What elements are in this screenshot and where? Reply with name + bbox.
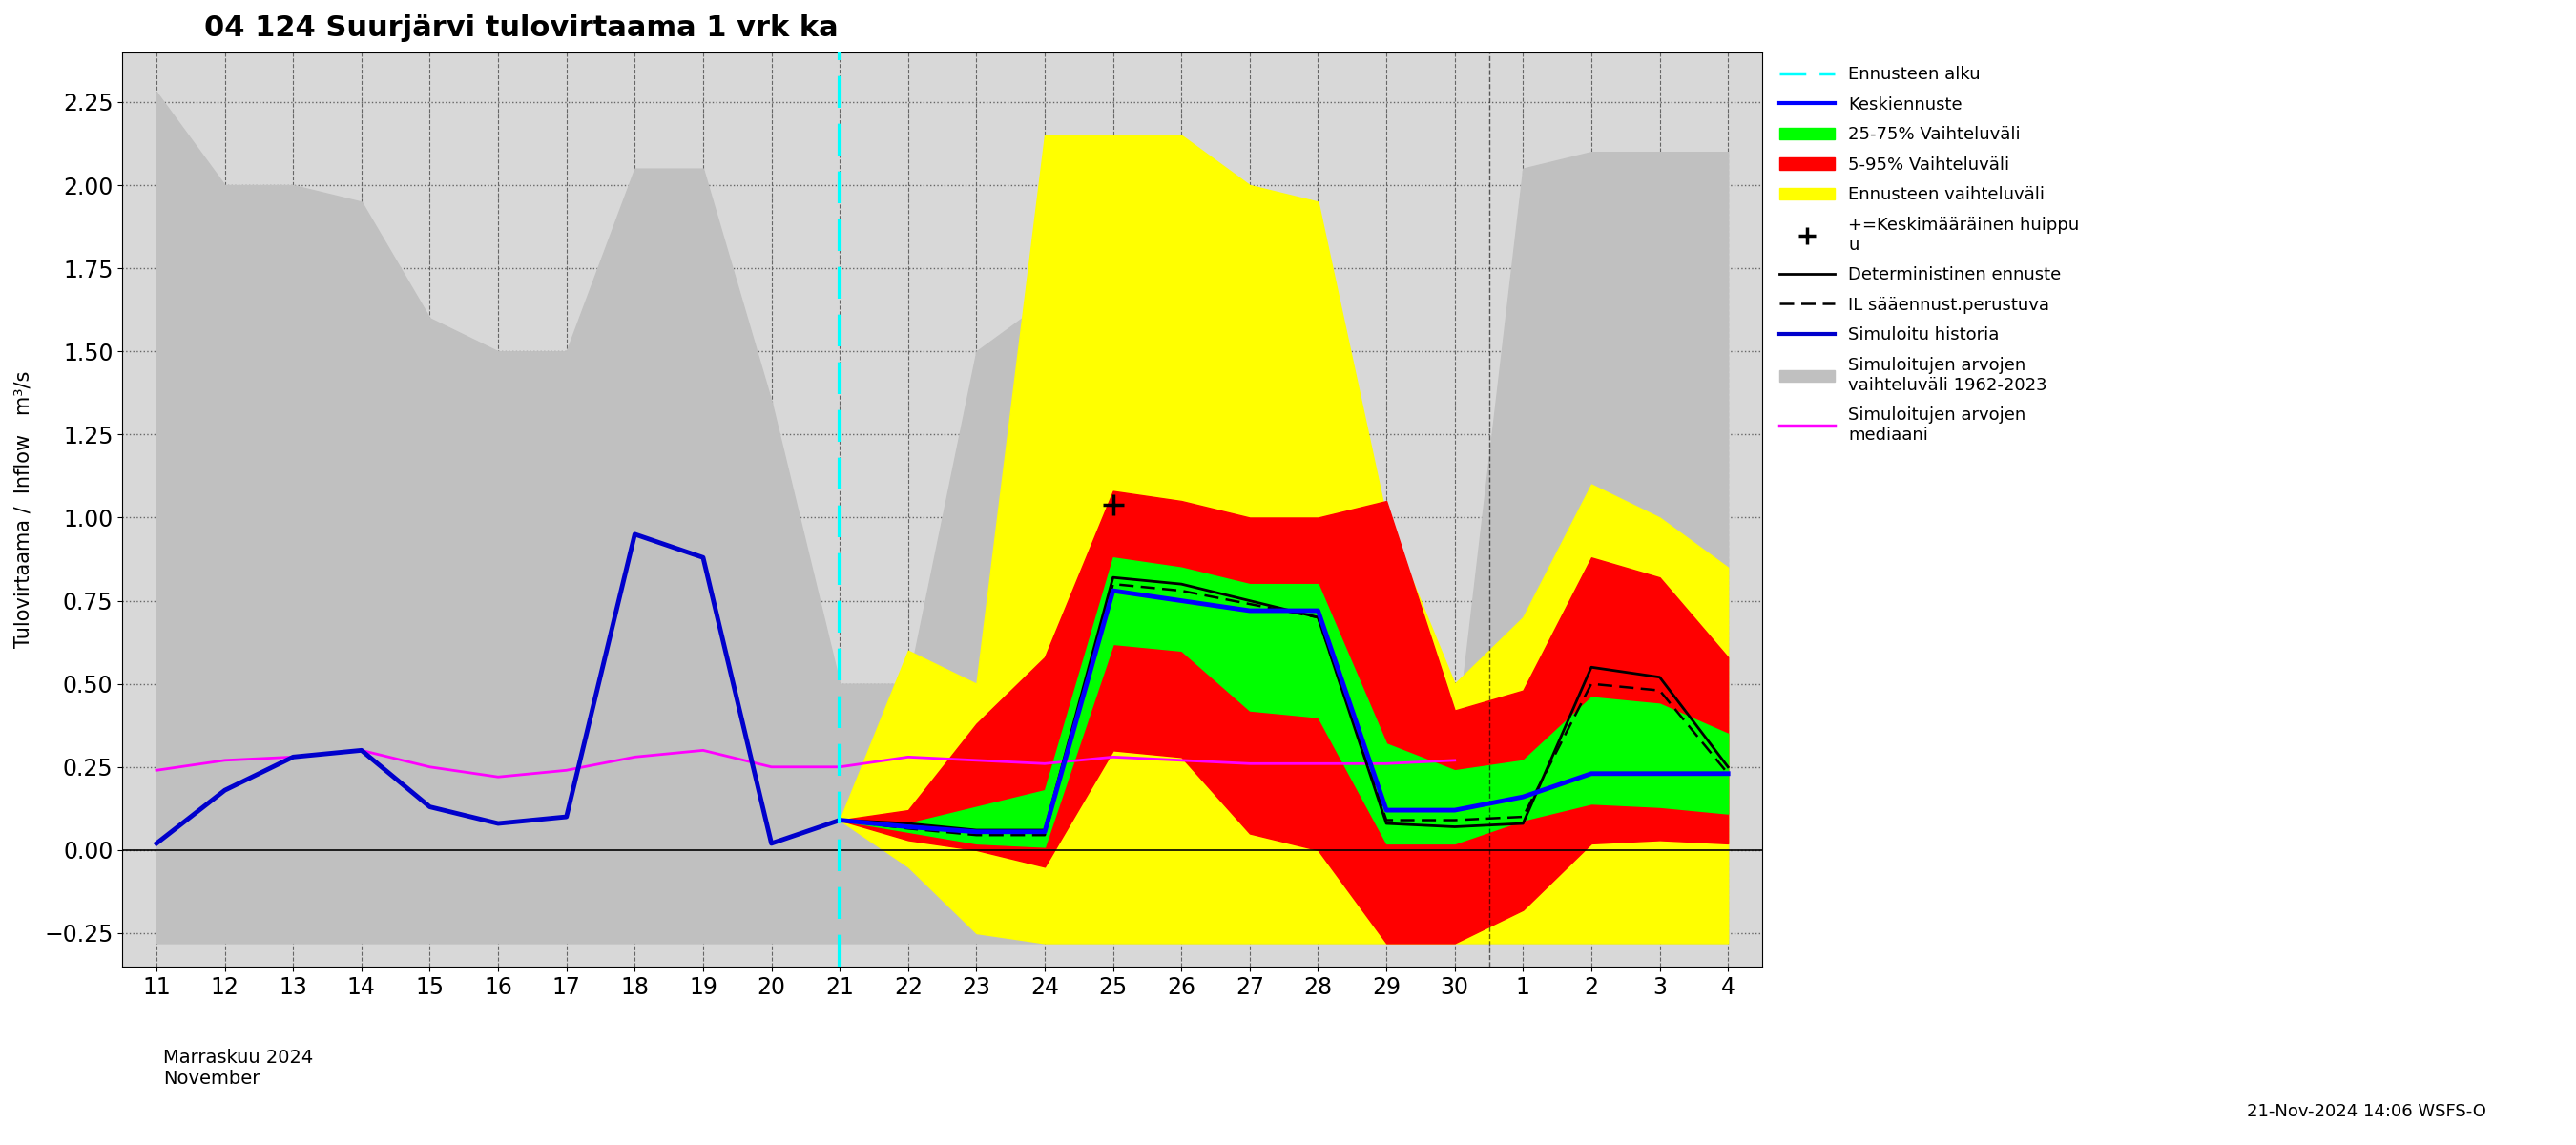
Text: 21-Nov-2024 14:06 WSFS-O: 21-Nov-2024 14:06 WSFS-O bbox=[2246, 1103, 2486, 1120]
Y-axis label: Tulovirtaama /  Inflow   m³/s: Tulovirtaama / Inflow m³/s bbox=[15, 371, 33, 648]
Text: 04 124 Suurjärvi tulovirtaama 1 vrk ka: 04 124 Suurjärvi tulovirtaama 1 vrk ka bbox=[204, 14, 837, 42]
Text: Marraskuu 2024
November: Marraskuu 2024 November bbox=[162, 1049, 314, 1088]
Legend: Ennusteen alku, Keskiennuste, 25-75% Vaihteluväli, 5-95% Vaihteluväli, Ennusteen: Ennusteen alku, Keskiennuste, 25-75% Vai… bbox=[1775, 61, 2084, 449]
